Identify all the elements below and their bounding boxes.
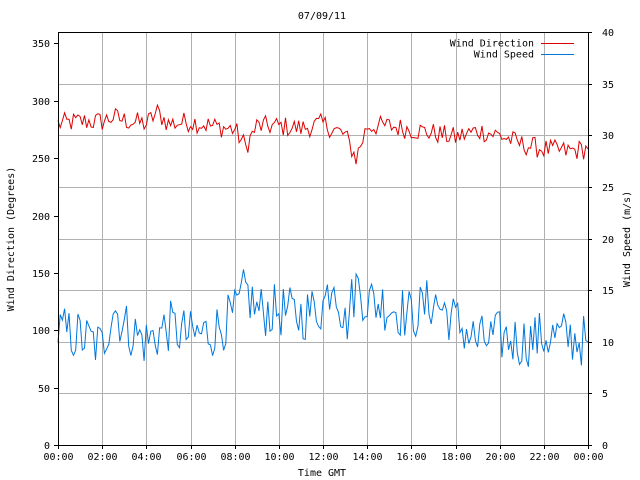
- y-right-tick-label: 10: [602, 338, 614, 349]
- x-tick-label: 02:00: [87, 452, 117, 463]
- series-line-wind-speed: [57, 269, 589, 367]
- y-right-tick-label: 25: [602, 183, 614, 194]
- legend-label: Wind Speed: [474, 50, 534, 61]
- y-left-tick-label: 350: [32, 39, 50, 50]
- x-tick-label: 00:00: [43, 452, 73, 463]
- y-right-tick-label: 40: [602, 28, 614, 39]
- x-axis-label: Time GMT: [298, 468, 346, 479]
- grid: [58, 32, 588, 445]
- y-left-tick-label: 150: [32, 269, 50, 280]
- y-left-tick-label: 100: [32, 326, 50, 337]
- x-tick-label: 14:00: [352, 452, 382, 463]
- x-tick-label: 16:00: [396, 452, 426, 463]
- y-right-tick-label: 15: [602, 286, 614, 297]
- y-right-tick-label: 35: [602, 80, 614, 91]
- x-tick-label: 12:00: [308, 452, 338, 463]
- x-tick-label: 20:00: [485, 452, 515, 463]
- y-left-tick-label: 300: [32, 97, 50, 108]
- y-right-tick-label: 5: [602, 389, 608, 400]
- series-line-wind-direction: [57, 103, 589, 165]
- y-axis-label-right: Wind Speed (m/s): [622, 191, 633, 287]
- x-tick-label: 08:00: [220, 452, 250, 463]
- chart-title: 07/09/11: [298, 11, 346, 22]
- series-layer: [57, 103, 589, 367]
- legend-label: Wind Direction: [450, 39, 534, 50]
- y-left-tick-label: 250: [32, 154, 50, 165]
- x-tick-label: 00:00: [573, 452, 603, 463]
- y-right-tick-label: 20: [602, 235, 614, 246]
- x-tick-label: 06:00: [176, 452, 206, 463]
- y-right-tick-label: 30: [602, 131, 614, 142]
- y-left-tick-label: 200: [32, 212, 50, 223]
- y-right-tick-label: 0: [602, 441, 608, 452]
- x-tick-label: 10:00: [264, 452, 294, 463]
- y-left-tick-label: 50: [38, 384, 50, 395]
- y-axis-label-left: Wind Direction (Degrees): [6, 167, 17, 312]
- tick-labels: 00:00 02:00 04:00 06:00 08:00 10:00 12:00 14:00…: [32, 28, 614, 463]
- x-tick-label: 04:00: [131, 452, 161, 463]
- x-tick-label: 18:00: [441, 452, 471, 463]
- x-tick-label: 22:00: [529, 452, 559, 463]
- y-left-tick-label: 0: [44, 441, 50, 452]
